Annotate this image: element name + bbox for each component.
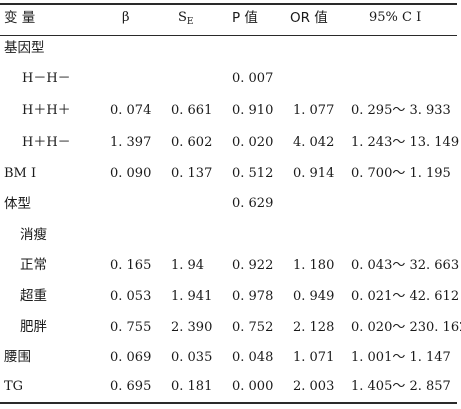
table-row-3-beta: 1. 397 xyxy=(110,135,152,150)
table-row-5-p: 0. 629 xyxy=(232,196,274,211)
table-row-3-se: 0. 602 xyxy=(171,135,213,150)
table-row-2-variable: H＋H＋ xyxy=(22,103,71,118)
table-row-11-ci: 1. 405～ 2. 857 xyxy=(351,379,451,394)
table-row-9-ci: 0. 020～ 230. 162 xyxy=(351,320,461,335)
table-row-5-variable: 体型 xyxy=(4,196,31,212)
table-row-9-se: 2. 390 xyxy=(171,320,213,335)
header-ci: 95% C I xyxy=(369,10,422,25)
table-row-3-or: 4. 042 xyxy=(293,135,335,150)
table-row-11-se: 0. 181 xyxy=(171,379,213,394)
table-row-7-se: 1. 94 xyxy=(171,258,205,273)
table-row-1-p: 0. 007 xyxy=(232,71,274,86)
table-row-10-or: 1. 071 xyxy=(293,350,335,365)
header-beta: β xyxy=(122,10,130,25)
table-header-rule xyxy=(0,35,457,36)
table-row-7-beta: 0. 165 xyxy=(110,258,152,273)
header-or: OR 值 xyxy=(290,10,328,26)
table-row-3-p: 0. 020 xyxy=(232,135,274,150)
table-row-2-or: 1. 077 xyxy=(293,103,335,118)
table-row-4-ci: 0. 700～ 1. 195 xyxy=(351,166,451,181)
header-p: P 值 xyxy=(232,10,258,26)
table-row-2-beta: 0. 074 xyxy=(110,103,152,118)
table-row-4-p: 0. 512 xyxy=(232,166,274,181)
table-row-0-variable: 基因型 xyxy=(4,40,45,56)
table-row-4-beta: 0. 090 xyxy=(110,166,152,181)
table-row-10-p: 0. 048 xyxy=(232,350,274,365)
table-row-8-se: 1. 941 xyxy=(171,289,213,304)
header-se-subscript: E xyxy=(186,17,194,27)
table-row-10-variable: 腰围 xyxy=(4,349,31,365)
table-row-2-ci: 0. 295～ 3. 933 xyxy=(351,103,451,118)
table-row-4-variable: BM I xyxy=(4,166,37,181)
table-row-11-variable: TG xyxy=(4,379,24,394)
table-row-8-ci: 0. 021～ 42. 612 xyxy=(351,289,460,304)
table-row-4-se: 0. 137 xyxy=(171,166,213,181)
table-row-11-or: 2. 003 xyxy=(293,379,335,394)
table-row-8-or: 0. 949 xyxy=(293,289,335,304)
table-row-3-ci: 1. 243～ 13. 149 xyxy=(351,135,460,150)
table-row-8-beta: 0. 053 xyxy=(110,289,152,304)
table-row-6-variable: 消瘦 xyxy=(20,227,47,243)
table-row-10-beta: 0. 069 xyxy=(110,350,152,365)
table-bottom-rule xyxy=(0,402,457,404)
table-row-10-se: 0. 035 xyxy=(171,350,213,365)
table-row-10-ci: 1. 001～ 1. 147 xyxy=(351,350,451,365)
table-row-4-or: 0. 914 xyxy=(293,166,335,181)
table-row-7-ci: 0. 043～ 32. 663 xyxy=(351,258,460,273)
table-row-9-p: 0. 752 xyxy=(232,320,274,335)
table-row-11-beta: 0. 695 xyxy=(110,379,152,394)
table-row-11-p: 0. 000 xyxy=(232,379,274,394)
table-row-9-beta: 0. 755 xyxy=(110,320,152,335)
table-top-rule xyxy=(0,3,457,5)
table-row-1-variable: H－H－ xyxy=(22,71,71,86)
table-row-9-or: 2. 128 xyxy=(293,320,335,335)
table-row-7-variable: 正常 xyxy=(20,257,47,273)
table-row-7-p: 0. 922 xyxy=(232,258,274,273)
header-se: SE xyxy=(178,10,194,27)
table-row-7-or: 1. 180 xyxy=(293,258,335,273)
header-se-main: S xyxy=(178,10,187,25)
table-row-8-p: 0. 978 xyxy=(232,289,274,304)
table-row-2-se: 0. 661 xyxy=(171,103,213,118)
table-row-2-p: 0. 910 xyxy=(232,103,274,118)
table-row-3-variable: H＋H－ xyxy=(22,135,71,150)
header-variable: 变 量 xyxy=(4,10,36,26)
table-row-8-variable: 超重 xyxy=(20,288,47,304)
table-row-9-variable: 肥胖 xyxy=(20,319,47,335)
